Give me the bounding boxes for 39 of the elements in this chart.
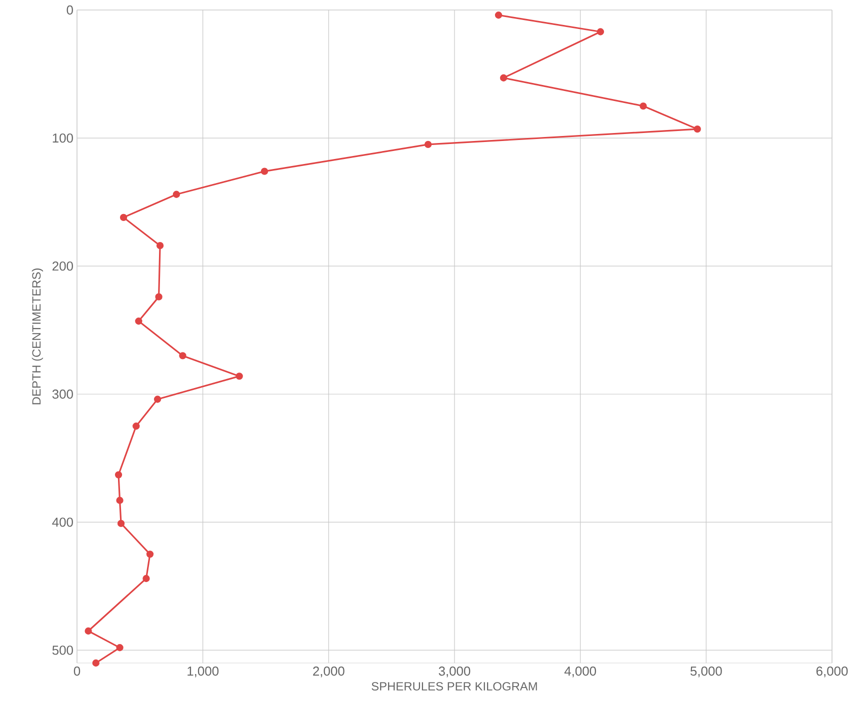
point [120,214,128,222]
x-tick-label: 4,000 [564,666,596,678]
x-axis-title: SPHERULES PER KILOGRAM [372,682,537,691]
x-tick-label: 5,000 [690,666,722,678]
x-tick-label: 2,000 [313,666,344,678]
y-tick-label: 400 [52,518,73,527]
point [84,627,92,635]
point [135,318,142,325]
y-axis-title: DEPTH (CENTIMETERS) [32,268,44,404]
y-tick-label: 300 [52,390,73,399]
point [116,496,124,504]
point [260,168,268,175]
point [179,352,186,360]
point [142,574,150,582]
y-tick-label: 0 [66,5,73,15]
x-tick-label: 1,000 [188,666,219,678]
point [132,422,140,430]
point [596,28,604,36]
point [694,125,701,133]
y-tick-label: 500 [52,646,73,655]
point [424,140,432,148]
x-tick-label: 6,000 [816,666,848,678]
point [92,659,100,667]
y-tick-label: 100 [52,133,73,143]
point [236,372,243,380]
point [146,550,154,558]
y-tick-label: 200 [52,261,73,271]
point [154,396,162,403]
point [500,74,508,82]
x-tick-label: 3,000 [438,666,470,678]
point [494,12,502,19]
x-tick-label: 0 [74,666,80,676]
point [640,102,647,110]
point [117,520,125,528]
point [116,644,124,652]
point [172,190,180,198]
point [155,293,162,300]
point [114,471,122,478]
point [156,242,164,250]
